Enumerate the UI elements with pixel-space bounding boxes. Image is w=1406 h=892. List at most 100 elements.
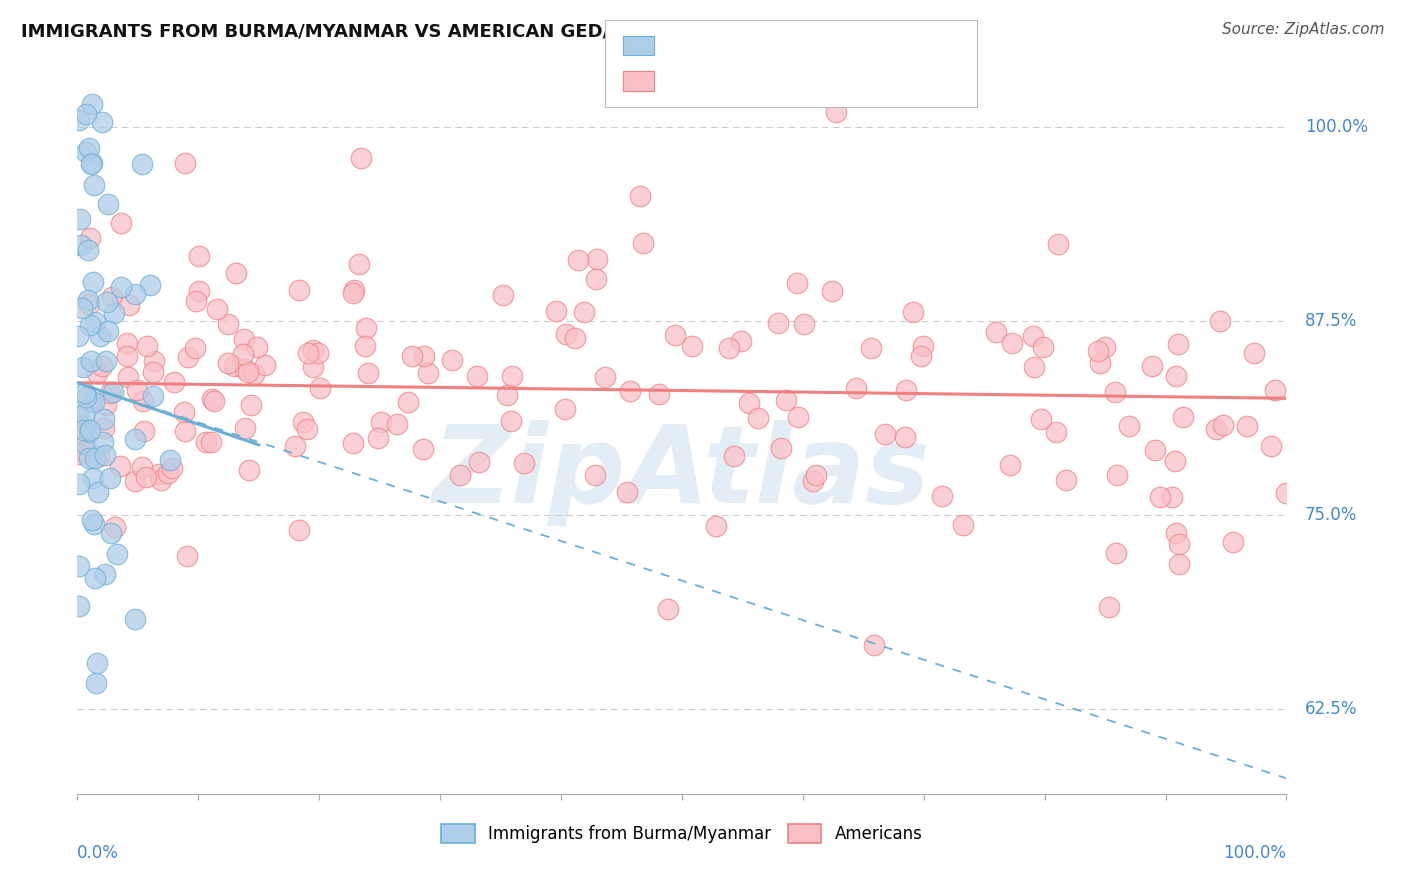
Point [69, 237, 91, 252]
Point [117, 335, 139, 350]
Point [159, 453, 181, 467]
Point [616, 485, 638, 500]
Point [142, 365, 165, 379]
Point [1022, 328, 1045, 343]
Point [413, 349, 436, 363]
Point [401, 349, 423, 363]
Point [110, 216, 132, 230]
Point [633, 236, 655, 251]
Point [1098, 600, 1121, 615]
Point [66, 409, 89, 423]
Point [367, 431, 389, 445]
Point [83, 517, 105, 532]
Legend: Immigrants from Burma/Myanmar, Americans: Immigrants from Burma/Myanmar, Americans [434, 817, 929, 850]
Point [79, 423, 101, 437]
Point [79, 157, 101, 171]
Point [77, 293, 100, 307]
Text: ZipAtlas: ZipAtlas [433, 420, 931, 525]
Point [131, 459, 153, 474]
Point [96, 398, 118, 412]
Point [723, 449, 745, 463]
Point [873, 426, 896, 441]
Point [1168, 537, 1191, 551]
Text: 62.5%: 62.5% [1305, 699, 1357, 717]
Point [97, 197, 120, 211]
Point [412, 442, 434, 456]
Point [93, 412, 115, 426]
Point [952, 518, 974, 533]
Point [910, 349, 932, 363]
Point [492, 287, 515, 301]
Point [108, 458, 131, 473]
Point [69, 212, 91, 227]
Point [105, 547, 128, 561]
Point [307, 346, 329, 360]
Point [207, 301, 229, 316]
Point [1167, 336, 1189, 351]
Point [449, 467, 471, 482]
Point [844, 381, 866, 395]
Point [72, 360, 94, 375]
Point [356, 321, 378, 335]
Point [97, 325, 120, 339]
Text: IMMIGRANTS FROM BURMA/MYANMAR VS AMERICAN GED/EQUIVALENCY CORRELATION CHART: IMMIGRANTS FROM BURMA/MYANMAR VS AMERICA… [21, 22, 970, 40]
Point [775, 392, 797, 407]
Point [1164, 454, 1187, 468]
Point [1243, 346, 1265, 360]
Point [343, 283, 366, 297]
Point [84, 675, 107, 690]
Point [217, 317, 239, 331]
Point [350, 152, 373, 166]
Point [186, 293, 208, 308]
Point [806, 468, 828, 483]
Point [297, 346, 319, 360]
Point [1209, 314, 1232, 328]
Point [84, 571, 107, 585]
Point [184, 341, 207, 355]
Point [1054, 473, 1077, 487]
Point [139, 277, 162, 292]
Point [911, 338, 934, 352]
Point [354, 339, 377, 353]
Point [67, 476, 90, 491]
Point [309, 382, 332, 396]
Point [100, 526, 122, 541]
Point [288, 523, 311, 537]
Point [770, 442, 793, 456]
Point [288, 283, 311, 297]
Point [396, 394, 419, 409]
Point [174, 156, 197, 170]
Point [1236, 418, 1258, 433]
Point [1094, 340, 1116, 354]
Point [1045, 425, 1067, 440]
Point [243, 367, 266, 381]
Point [1173, 409, 1195, 424]
Point [1090, 355, 1112, 369]
Point [513, 456, 536, 470]
Point [134, 424, 156, 438]
Point [1000, 458, 1022, 472]
Point [82, 276, 104, 290]
Point [1001, 335, 1024, 350]
Point [77, 141, 100, 155]
Point [177, 351, 200, 365]
Point [188, 249, 211, 263]
Point [238, 463, 260, 477]
Text: 100.0%: 100.0% [1223, 844, 1286, 862]
Point [1118, 419, 1140, 434]
Point [628, 189, 651, 203]
Point [292, 415, 315, 429]
Point [233, 421, 256, 435]
Point [894, 383, 917, 397]
Point [98, 386, 121, 401]
Point [72, 444, 94, 458]
Point [124, 432, 146, 446]
Point [80, 393, 103, 408]
Point [70, 301, 93, 316]
Point [496, 388, 519, 402]
Point [860, 341, 883, 355]
Point [901, 304, 924, 318]
Text: 100.0%: 100.0% [1305, 118, 1368, 136]
Point [1105, 546, 1128, 560]
Point [986, 325, 1008, 339]
